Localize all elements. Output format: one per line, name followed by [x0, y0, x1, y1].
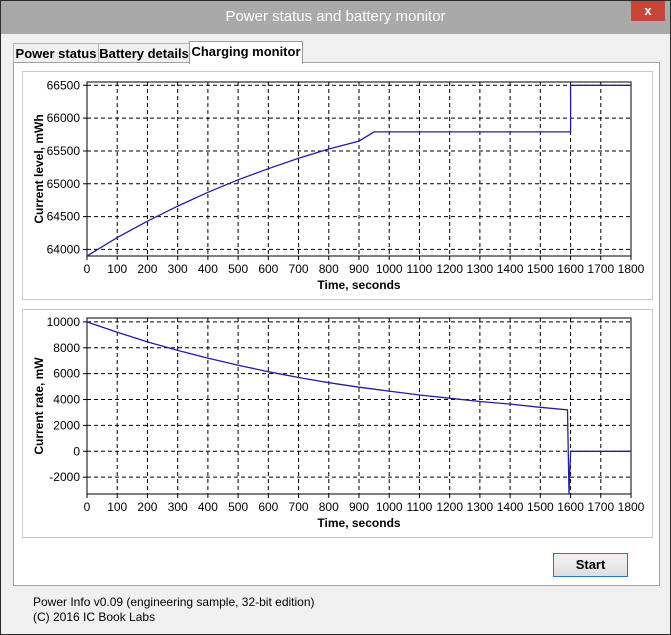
x-tick-label: 800 [319, 500, 339, 514]
y-tick-label: 65500 [47, 144, 81, 158]
x-tick-label: 800 [319, 262, 339, 276]
y-tick-label: 6000 [53, 367, 80, 381]
y-tick-label: 8000 [53, 341, 80, 355]
close-button[interactable]: x [631, 1, 665, 21]
title-bar[interactable]: Power status and battery monitor x [1, 1, 670, 34]
x-tick-label: 300 [168, 262, 188, 276]
x-tick-label: 1800 [618, 500, 645, 514]
x-tick-label: 1000 [376, 500, 403, 514]
series-line [86, 84, 631, 257]
y-tick-label: 65000 [47, 177, 81, 191]
x-tick-label: 100 [107, 262, 127, 276]
x-tick-label: 1700 [587, 500, 614, 514]
x-tick-label: 500 [228, 500, 248, 514]
tab-charging-monitor[interactable]: Charging monitor [189, 41, 303, 64]
x-axis-label: Time, seconds [317, 278, 400, 292]
y-axis-label: Current rate, mW [32, 357, 46, 455]
plot-frame [86, 81, 632, 257]
x-tick-label: 500 [228, 262, 248, 276]
x-tick-label: 1600 [557, 262, 584, 276]
tab-battery-details[interactable]: Battery details [98, 43, 190, 63]
charging-monitor-panel: 0 100 200 300 400 500 600 700 800 900 1000 1100 1200… [13, 62, 660, 586]
x-tick-label: 600 [258, 262, 278, 276]
x-tick-label: 1400 [497, 500, 524, 514]
tab-power-status[interactable]: Power status [13, 43, 99, 63]
y-axis-label: Current level, mWh [32, 114, 46, 223]
x-tick-label: 200 [137, 500, 157, 514]
x-tick-label: 400 [198, 500, 218, 514]
y-tick-label: 4000 [53, 393, 80, 407]
x-tick-label: 0 [84, 262, 91, 276]
x-tick-label: 0 [84, 500, 91, 514]
rate-chart-box: 0 100 200 300 400 500 600 700 800 900 1000 1100 1200… [22, 309, 653, 538]
x-tick-label: 900 [349, 262, 369, 276]
x-axis-label: Time, seconds [317, 516, 400, 530]
status-area: Power Info v0.09 (engineering sample, 32… [33, 595, 315, 625]
x-tick-label: 1600 [557, 500, 584, 514]
x-tick-label: 700 [289, 262, 309, 276]
level-chart-box: 0 100 200 300 400 500 600 700 800 900 1000 1100 1200… [22, 71, 653, 300]
y-tick-label: 66000 [47, 111, 81, 125]
series-line [86, 321, 631, 495]
rate-chart: 0 100 200 300 400 500 600 700 800 900 1000 1100 1200… [32, 315, 645, 530]
x-tick-label: 1300 [467, 262, 494, 276]
plot-frame [86, 317, 632, 495]
x-tick-label: 100 [107, 500, 127, 514]
y-tick-label: 2000 [53, 418, 80, 432]
window-title: Power status and battery monitor [225, 8, 446, 25]
x-tick-label: 1500 [527, 500, 554, 514]
x-tick-label: 1800 [618, 262, 645, 276]
y-tick-label: 64500 [47, 210, 81, 224]
x-tick-label: 300 [168, 500, 188, 514]
x-tick-label: 700 [289, 500, 309, 514]
y-tick-label: 66500 [47, 78, 81, 92]
level-chart: 0 100 200 300 400 500 600 700 800 900 1000 1100 1200… [32, 78, 645, 292]
x-tick-label: 900 [349, 500, 369, 514]
copyright-text: (C) 2016 IC Book Labs [33, 610, 156, 624]
y-tick-label: 0 [73, 444, 80, 458]
x-tick-label: 600 [258, 500, 278, 514]
y-tick-label: 10000 [47, 315, 81, 329]
x-tick-label: 1200 [436, 262, 463, 276]
x-tick-label: 400 [198, 262, 218, 276]
x-tick-label: 1700 [587, 262, 614, 276]
version-text: Power Info v0.09 (engineering sample, 32… [33, 595, 315, 609]
x-tick-label: 1200 [436, 500, 463, 514]
x-tick-label: 1300 [467, 500, 494, 514]
x-tick-label: 200 [137, 262, 157, 276]
x-tick-label: 1000 [376, 262, 403, 276]
y-tick-label: -2000 [49, 470, 80, 484]
x-tick-label: 1100 [407, 262, 433, 276]
x-tick-label: 1400 [497, 262, 524, 276]
start-button[interactable]: Start [553, 553, 628, 577]
x-tick-label: 1100 [407, 500, 433, 514]
x-tick-label: 1500 [527, 262, 554, 276]
y-tick-label: 64000 [47, 242, 81, 256]
